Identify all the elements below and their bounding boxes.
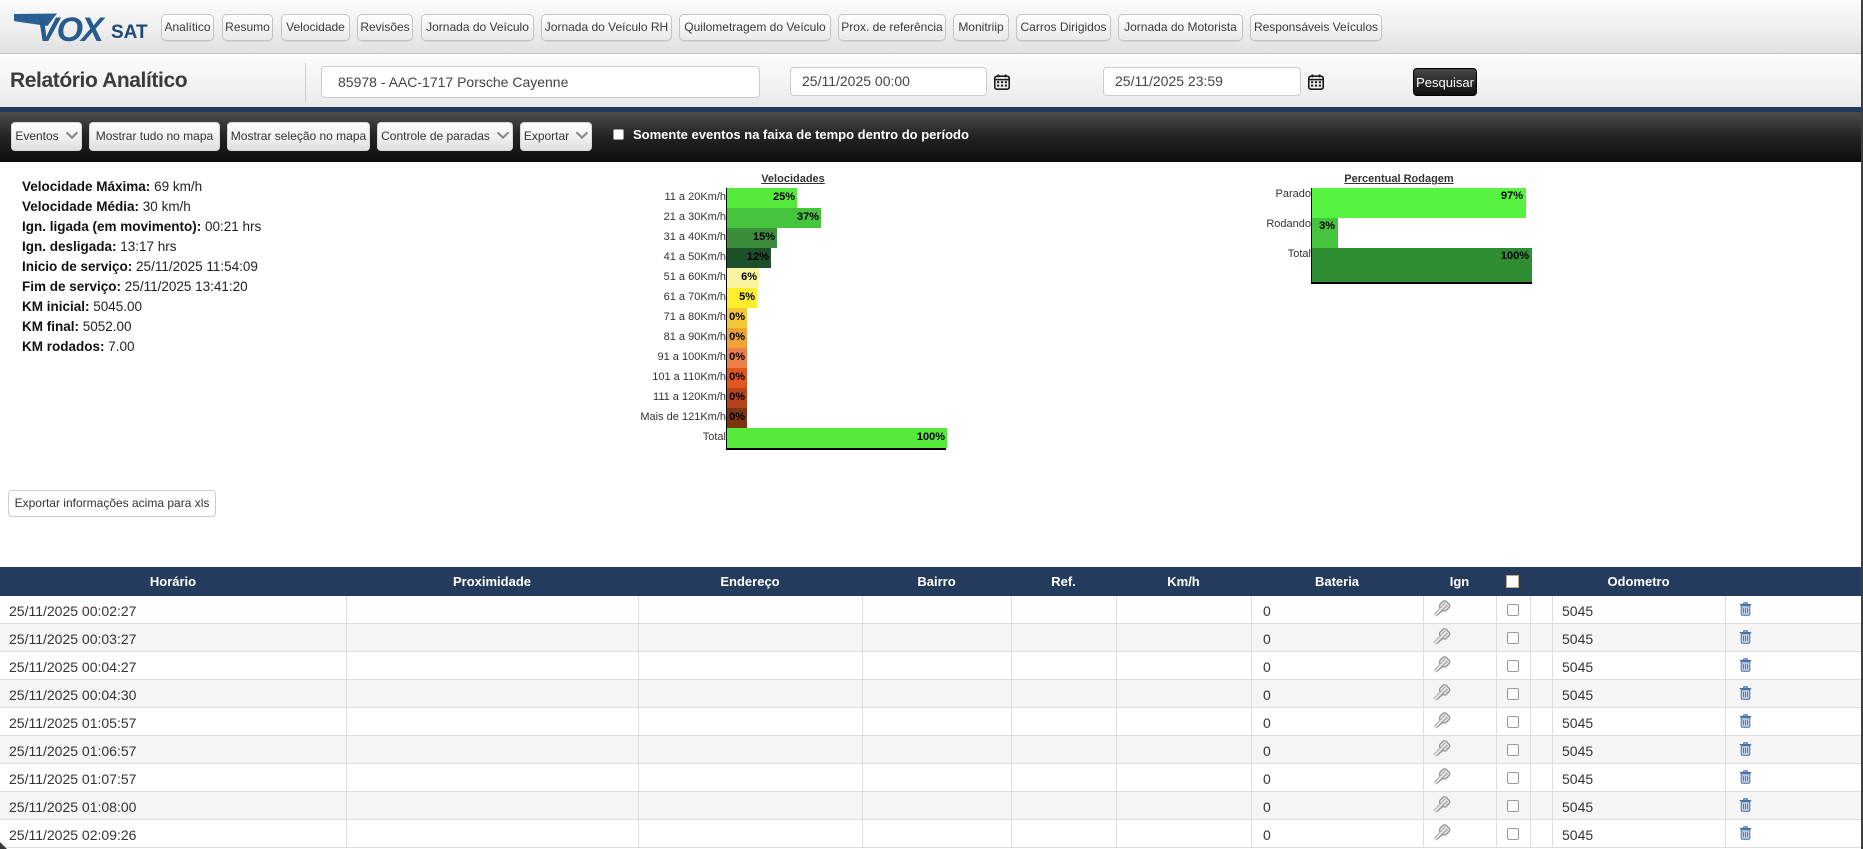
svg-text:SAT: SAT	[111, 22, 148, 43]
svg-text:VOX: VOX	[36, 11, 106, 45]
